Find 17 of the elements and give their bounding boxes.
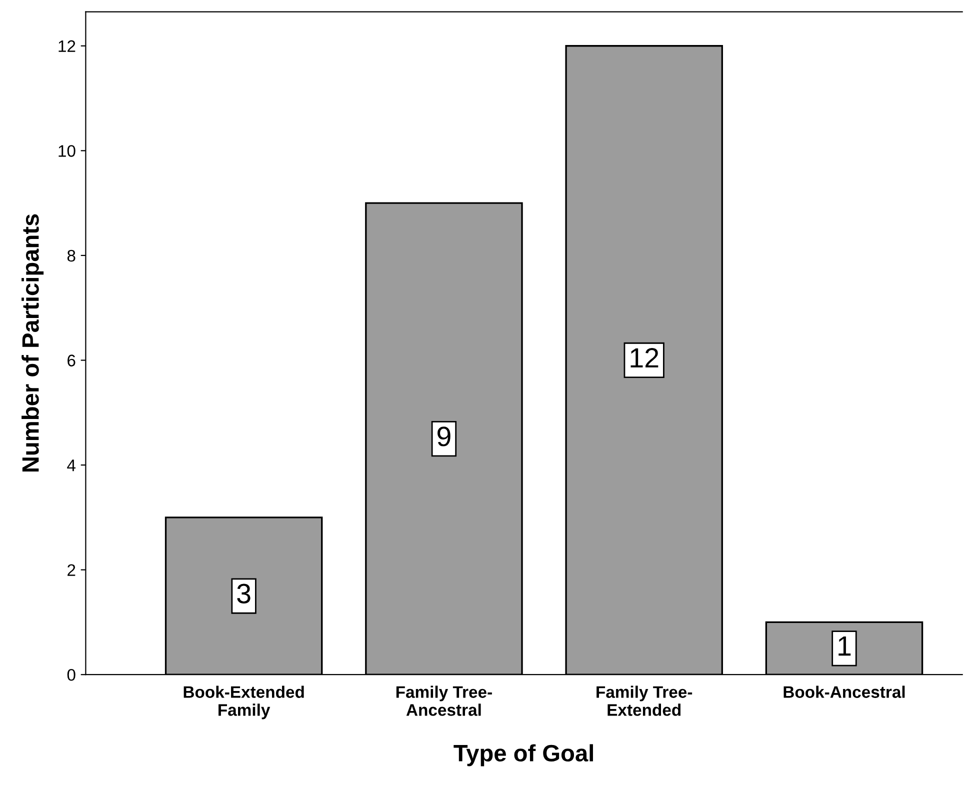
y-tick-label: 12: [58, 40, 76, 52]
y-tick-label: 2: [68, 564, 76, 576]
y-tick-label: 4: [67, 460, 76, 472]
data-label: 3: [237, 584, 250, 604]
x-tick-label: Family Tree- Extended: [596, 686, 692, 716]
y-tick-label: 10: [58, 145, 76, 157]
y-tick-label: 6: [68, 354, 76, 366]
y-axis-title: Number of Participants: [22, 214, 44, 472]
x-tick-label: Book-Extended Family: [184, 686, 304, 720]
data-label: 1: [838, 636, 851, 656]
data-label: 12: [630, 348, 658, 368]
data-label: 9: [438, 426, 450, 446]
y-tick-label: 0: [67, 668, 76, 681]
x-tick-label: Book-Ancestral: [784, 686, 905, 698]
x-axis-title: Type of Goal: [454, 744, 593, 766]
x-tick-label: Family Tree- Ancestral: [396, 686, 492, 716]
y-tick-label: 8: [67, 250, 76, 262]
